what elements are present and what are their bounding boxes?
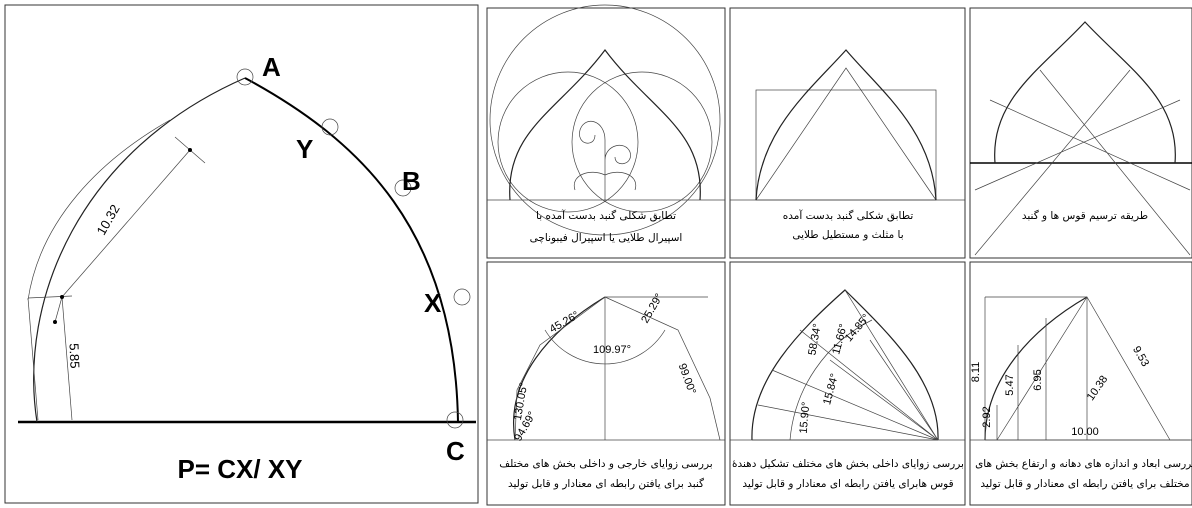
construction-arc bbox=[28, 120, 170, 300]
caption: بررسی زوایای خارجی و داخلی بخش های مختلف bbox=[499, 458, 712, 470]
point-marker bbox=[237, 69, 253, 85]
panel: طریقه ترسیم قوس ها و گنبد bbox=[970, 8, 1192, 258]
construction-line bbox=[55, 297, 62, 322]
dome-right bbox=[245, 78, 458, 422]
panel: 8.11 5.47 6.95 9.53 10.38 2.92 10.00 برر… bbox=[970, 262, 1192, 505]
point bbox=[60, 295, 64, 299]
dimension-label: 5.85 bbox=[67, 343, 83, 369]
caption: مختلف برای یافتن رابطه ای معنادار و قابل… bbox=[980, 478, 1189, 490]
point bbox=[53, 320, 57, 324]
dome bbox=[756, 50, 936, 200]
dimension-label: 8.11 bbox=[970, 362, 982, 383]
panel: تطابق شکلی گنبد بدست آمده با مثلث و مستط… bbox=[730, 8, 965, 258]
figure: A Y B X C 10.32 5.85 P= CX/ XY تطابق شکل… bbox=[0, 0, 1192, 508]
dimension-label: 2.92 bbox=[981, 406, 993, 427]
panel: 45.26° 25.29° 109.97° 99.00° 130.05° 94.… bbox=[487, 262, 725, 505]
triangle bbox=[756, 68, 936, 200]
angle-label: 58.34° bbox=[806, 323, 823, 357]
angle-label: 109.97° bbox=[593, 344, 631, 356]
construction-circle bbox=[572, 72, 712, 212]
spiral bbox=[574, 121, 636, 200]
main-panel: A Y B X C 10.32 5.85 P= CX/ XY bbox=[5, 5, 478, 503]
golden-rectangle bbox=[756, 90, 936, 200]
caption: قوس هابرای یافتن رابطه ای معنادار و قابل… bbox=[742, 478, 953, 490]
dimension-line bbox=[62, 150, 190, 297]
point-label: Y bbox=[296, 134, 313, 164]
dimension-label: 9.53 bbox=[1130, 344, 1151, 369]
dimension-label: 10.00 bbox=[1071, 426, 1099, 438]
dimension-lines bbox=[985, 297, 1170, 440]
point-label: X bbox=[424, 288, 442, 318]
caption: با مثلث و مستطیل طلایی bbox=[792, 229, 903, 241]
caption: تطابق شکلی گنبد بدست آمده bbox=[783, 209, 914, 222]
point bbox=[188, 148, 192, 152]
caption: اسپیرال طلایی یا اسپیرال فیبوناچی bbox=[530, 232, 683, 244]
angle-label: 15.84° bbox=[821, 372, 841, 406]
construction-circle bbox=[490, 5, 720, 235]
dimension-label: 5.47 bbox=[1004, 374, 1016, 395]
angle-label: 45.26° bbox=[548, 309, 582, 335]
dome bbox=[985, 297, 1087, 440]
dimension-label: 6.95 bbox=[1032, 369, 1044, 390]
caption: طریقه ترسیم قوس ها و گنبد bbox=[1022, 209, 1148, 222]
dimension-label: 10.38 bbox=[1085, 374, 1111, 403]
formula: P= CX/ XY bbox=[178, 454, 303, 484]
angle-label: 15.90° bbox=[798, 401, 813, 434]
panel: تطابق شکلی گنبد بدست آمده با اسپیرال طلا… bbox=[487, 5, 725, 258]
caption: تطابق شکلی گنبد بدست آمده با bbox=[536, 209, 676, 222]
point-label: B bbox=[402, 166, 421, 196]
point-marker bbox=[447, 412, 463, 428]
point-label: C bbox=[446, 436, 465, 466]
dome-left bbox=[34, 78, 245, 422]
construction-line bbox=[28, 298, 38, 420]
construction-circle bbox=[498, 72, 638, 212]
caption: بررسی زوایای داخلی بخش های مختلف تشکیل د… bbox=[732, 458, 964, 470]
caption: گنبد برای یافتن رابطه ای معنادار و قابل … bbox=[508, 477, 704, 490]
point-label: A bbox=[262, 52, 281, 82]
radial-lines bbox=[752, 290, 938, 440]
caption: بررسی ابعاد و اندازه های دهانه و ارتفاع … bbox=[975, 458, 1192, 470]
point-marker bbox=[454, 289, 470, 305]
panel: 58.34° 11.66° 14.85° 15.84° 15.90° بررسی… bbox=[730, 262, 965, 505]
angle-label: 99.00° bbox=[676, 362, 698, 396]
construction-line bbox=[28, 296, 72, 298]
